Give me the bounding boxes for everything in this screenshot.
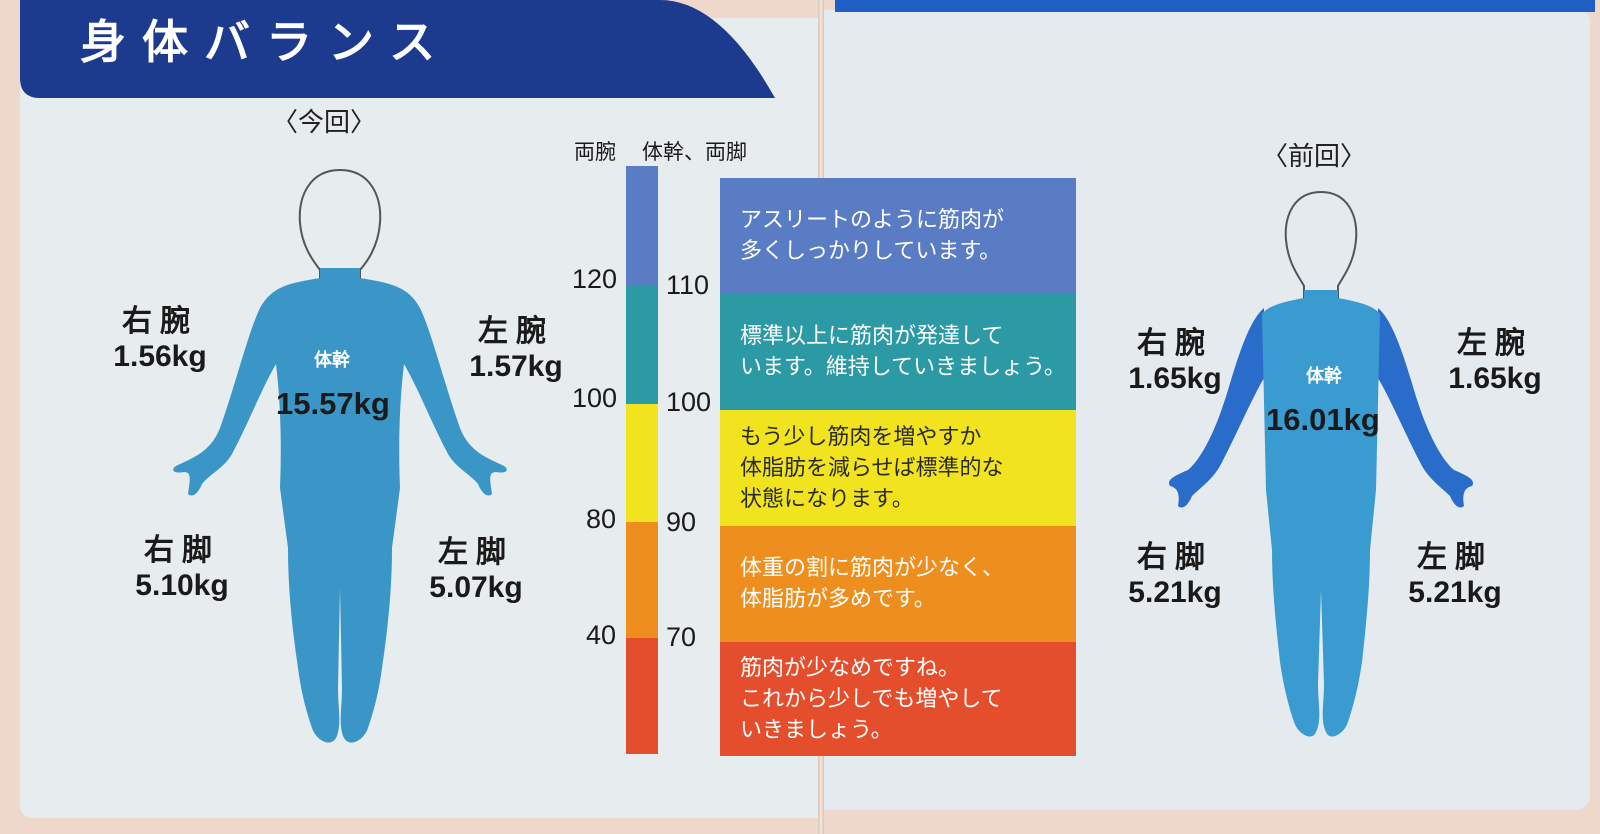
band-low-muscle-text: 筋肉が少なめですね。 これから少しでも増やして いきましょう。	[740, 655, 1003, 743]
band-near-standard-text: もう少し筋肉を増やすか 体脂肪を減らせば標準的な 状態になります。	[740, 424, 1004, 512]
previous-trunk-name: 体幹	[1306, 366, 1342, 387]
previous-right-leg: 右脚 5.21kg	[1114, 532, 1236, 610]
band-high-fat-text: 体重の割に筋肉が少なく、 体脂肪が多めです。	[740, 556, 1005, 612]
page-title: 身体バランス	[80, 15, 452, 69]
arms-tick-80: 80	[586, 504, 617, 534]
current-trunk-name: 体幹	[314, 350, 350, 371]
current-caption: 〈今回〉	[272, 108, 377, 138]
scale-trunk-legs-header: 体幹、両脚	[642, 140, 747, 164]
current-left-leg-name: 左脚	[438, 536, 514, 569]
arms-tick-100: 100	[572, 383, 618, 413]
current-left-leg-value: 5.07kg	[429, 571, 523, 604]
previous-left-arm-name: 左腕	[1457, 327, 1533, 360]
current-left-arm-value: 1.57kg	[469, 350, 563, 383]
arms-tick-120: 120	[572, 264, 618, 294]
current-left-leg: 左脚 5.07kg	[414, 527, 538, 605]
previous-caption: 〈前回〉	[1262, 142, 1367, 172]
current-right-leg: 右脚 5.10kg	[122, 525, 242, 603]
previous-left-arm: 左腕 1.65kg	[1440, 318, 1550, 396]
previous-left-leg: 左脚 5.21kg	[1394, 532, 1516, 610]
scale-bar-blue	[626, 166, 658, 286]
previous-left-leg-value: 5.21kg	[1408, 576, 1502, 609]
band-above-standard: 標準以上に筋肉が発達して います。維持していきましょう。	[720, 294, 1076, 410]
arms-tick-40: 40	[586, 620, 617, 650]
top-blue-band	[835, 0, 1595, 12]
band-above-standard-text: 標準以上に筋肉が発達して います。維持していきましょう。	[740, 324, 1066, 380]
trunk-legs-tick-110: 110	[666, 270, 710, 300]
trunk-legs-tick-70: 70	[666, 622, 697, 652]
band-athlete: アスリートのように筋肉が 多くしっかりしています。	[720, 178, 1076, 294]
trunk-legs-tick-100: 100	[666, 387, 712, 417]
current-left-arm-name: 左腕	[478, 315, 554, 348]
current-right-arm: 右腕 1.56kg	[100, 296, 220, 374]
scale-bar-red	[626, 638, 658, 754]
current-left-arm: 左腕 1.57kg	[456, 306, 576, 384]
previous-right-leg-name: 右脚	[1137, 541, 1213, 574]
previous-left-arm-value: 1.65kg	[1448, 362, 1542, 395]
previous-right-arm: 右腕 1.65kg	[1120, 318, 1230, 396]
scale-arms-header: 両腕	[574, 140, 616, 164]
previous-trunk-value: 16.01kg	[1266, 402, 1380, 437]
band-athlete-text: アスリートのように筋肉が 多くしっかりしています。	[740, 208, 1005, 264]
band-low-muscle: 筋肉が少なめですね。 これから少しでも増やして いきましょう。	[720, 642, 1076, 756]
scale-bar-yellow	[626, 404, 658, 522]
band-high-fat: 体重の割に筋肉が少なく、 体脂肪が多めです。	[720, 526, 1076, 642]
left-page	[20, 18, 820, 818]
previous-right-arm-name: 右腕	[1137, 327, 1213, 360]
current-trunk-value: 15.57kg	[276, 386, 390, 421]
current-right-leg-name: 右脚	[144, 534, 220, 567]
current-right-arm-value: 1.56kg	[113, 340, 207, 373]
scale-bar-teal	[626, 286, 658, 404]
previous-body-figure	[1168, 190, 1474, 737]
scale-bar-orange	[626, 522, 658, 638]
trunk-legs-tick-90: 90	[666, 507, 697, 537]
previous-right-leg-value: 5.21kg	[1128, 576, 1222, 609]
previous-left-leg-name: 左脚	[1417, 541, 1493, 574]
current-right-arm-name: 右腕	[122, 305, 198, 338]
band-near-standard: もう少し筋肉を増やすか 体脂肪を減らせば標準的な 状態になります。	[720, 410, 1076, 526]
previous-right-arm-value: 1.65kg	[1128, 362, 1222, 395]
current-body-figure	[173, 168, 507, 743]
current-right-leg-value: 5.10kg	[135, 569, 229, 602]
title-banner	[20, 0, 775, 98]
